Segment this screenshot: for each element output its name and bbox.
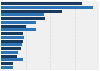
Bar [1, 17, 45, 20]
Bar [1, 51, 18, 54]
Bar [1, 43, 22, 46]
Bar [1, 28, 36, 31]
Bar [1, 62, 13, 65]
Bar [1, 58, 22, 61]
Bar [1, 2, 82, 5]
Bar [1, 66, 13, 69]
Bar [1, 6, 93, 9]
Bar [1, 13, 44, 16]
Bar [1, 47, 21, 50]
Bar [1, 32, 23, 35]
Bar [1, 25, 26, 28]
Bar [1, 36, 24, 39]
Bar [1, 40, 22, 43]
Bar [1, 55, 17, 58]
Bar [1, 21, 36, 24]
Bar [1, 10, 62, 13]
